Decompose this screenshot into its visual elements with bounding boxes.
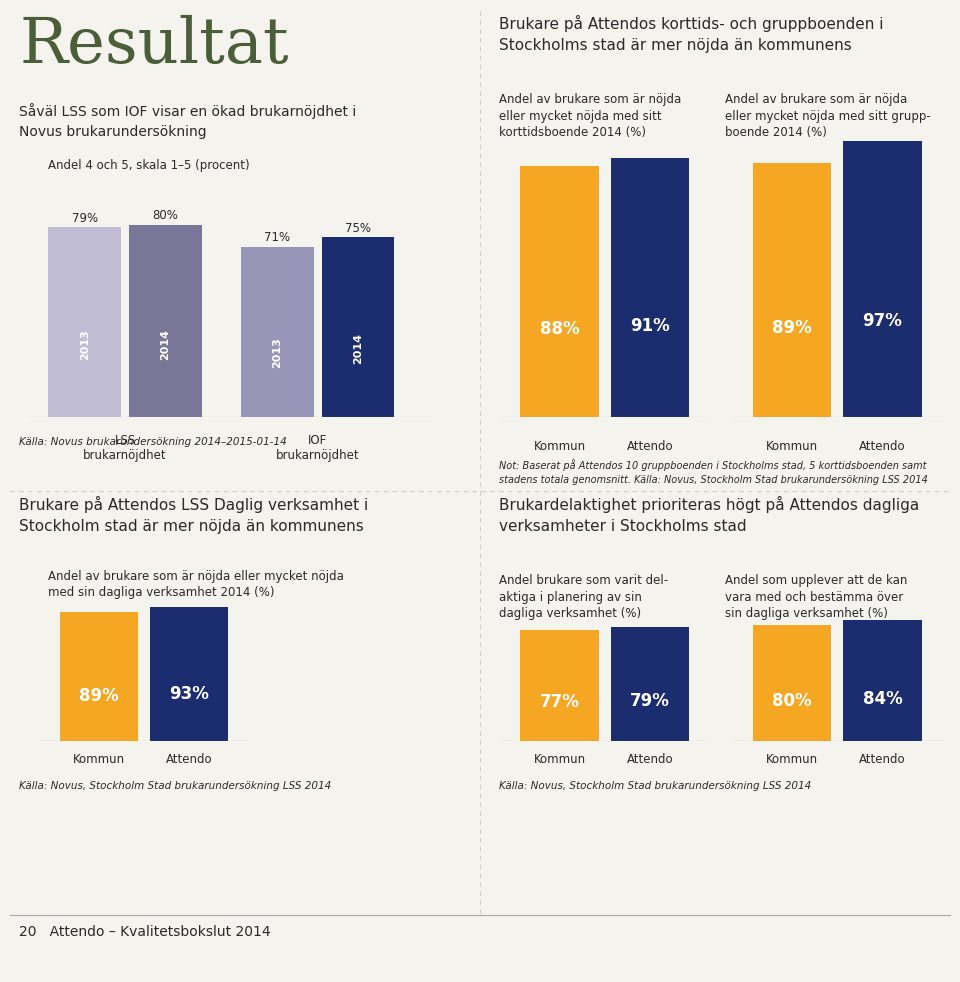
Text: 91%: 91%	[630, 317, 670, 336]
Text: Brukare på Attendos korttids- och gruppboenden i
Stockholms stad är mer nöjda än: Brukare på Attendos korttids- och gruppb…	[499, 15, 884, 53]
Text: 20   Attendo – Kvalitetsbokslut 2014: 20 Attendo – Kvalitetsbokslut 2014	[19, 925, 271, 939]
Text: 80%: 80%	[772, 692, 811, 710]
Text: Not: Baserat på Attendos 10 gruppboenden i Stockholms stad, 5 korttidsboenden sa: Not: Baserat på Attendos 10 gruppboenden…	[499, 460, 928, 485]
Bar	[60, 613, 138, 741]
Bar	[150, 607, 228, 741]
Text: Andel brukare som varit del-
aktiga i planering av sin
dagliga verksamhet (%): Andel brukare som varit del- aktiga i pl…	[499, 574, 668, 621]
Bar	[753, 163, 831, 417]
Text: Attendo: Attendo	[859, 753, 905, 766]
Text: 75%: 75%	[345, 222, 372, 235]
Text: Kommun: Kommun	[73, 753, 125, 766]
Text: Kommun: Kommun	[534, 753, 586, 766]
Text: 84%: 84%	[862, 689, 902, 708]
Text: Källa: Novus, Stockholm Stad brukarundersökning LSS 2014: Källa: Novus, Stockholm Stad brukarunder…	[19, 781, 331, 791]
Text: Såväl LSS som IOF visar en ökad brukarnöjdhet i
Novus brukarundersökning: Såväl LSS som IOF visar en ökad brukarnö…	[19, 103, 356, 138]
Text: 80%: 80%	[153, 209, 179, 223]
Bar	[129, 225, 202, 417]
Bar	[48, 227, 121, 417]
Text: 79%: 79%	[72, 212, 98, 225]
Text: 88%: 88%	[540, 320, 579, 339]
Text: 77%: 77%	[540, 693, 580, 711]
Text: Kommun: Kommun	[534, 440, 586, 453]
Bar	[753, 626, 831, 741]
Text: 97%: 97%	[862, 311, 902, 330]
Text: Attendo: Attendo	[627, 440, 673, 453]
Text: LSS
brukarnöjdhet: LSS brukarnöjdhet	[84, 434, 167, 463]
Text: 2014: 2014	[160, 329, 171, 359]
Text: Brukare på Attendos LSS Daglig verksamhet i
Stockholm stad är mer nöjda än kommu: Brukare på Attendos LSS Daglig verksamhe…	[19, 496, 369, 534]
Text: Brukardelaktighet prioriteras högt på Attendos dagliga
verksamheter i Stockholms: Brukardelaktighet prioriteras högt på At…	[499, 496, 920, 534]
Bar	[843, 620, 922, 741]
Text: Andel som upplever att de kan
vara med och bestämma över
sin dagliga verksamhet : Andel som upplever att de kan vara med o…	[725, 574, 907, 621]
Bar	[520, 629, 599, 741]
Text: Attendo: Attendo	[166, 753, 212, 766]
Text: Attendo: Attendo	[859, 440, 905, 453]
Text: 89%: 89%	[772, 319, 812, 338]
Bar	[520, 166, 599, 417]
Text: Andel av brukare som är nöjda
eller mycket nöjda med sitt
korttidsboende 2014 (%: Andel av brukare som är nöjda eller myck…	[499, 93, 682, 139]
Text: Andel av brukare som är nöjda
eller mycket nöjda med sitt grupp-
boende 2014 (%): Andel av brukare som är nöjda eller myck…	[725, 93, 930, 139]
Text: Källa: Novus brukarundersökning 2014–2015-01-14: Källa: Novus brukarundersökning 2014–201…	[19, 437, 287, 447]
Bar	[843, 140, 922, 417]
Text: 2013: 2013	[273, 337, 282, 368]
Text: IOF
brukarnöjdhet: IOF brukarnöjdhet	[276, 434, 360, 463]
Text: Andel av brukare som är nöjda eller mycket nöjda
med sin dagliga verksamhet 2014: Andel av brukare som är nöjda eller myck…	[48, 570, 344, 599]
Text: Resultat: Resultat	[19, 15, 289, 76]
Text: Kommun: Kommun	[766, 753, 818, 766]
Text: Andel 4 och 5, skala 1–5 (procent): Andel 4 och 5, skala 1–5 (procent)	[48, 159, 250, 172]
Bar	[241, 246, 314, 417]
Text: 2013: 2013	[80, 330, 90, 360]
Text: Källa: Novus, Stockholm Stad brukarundersökning LSS 2014: Källa: Novus, Stockholm Stad brukarunder…	[499, 781, 811, 791]
Bar	[611, 158, 689, 417]
Bar	[322, 237, 395, 417]
Text: 89%: 89%	[79, 687, 119, 705]
Text: 93%: 93%	[169, 685, 209, 703]
Text: 79%: 79%	[630, 692, 670, 710]
Text: 2014: 2014	[353, 333, 363, 364]
Text: Attendo: Attendo	[627, 753, 673, 766]
Text: 71%: 71%	[264, 231, 291, 245]
Text: Kommun: Kommun	[766, 440, 818, 453]
Bar	[611, 627, 689, 741]
